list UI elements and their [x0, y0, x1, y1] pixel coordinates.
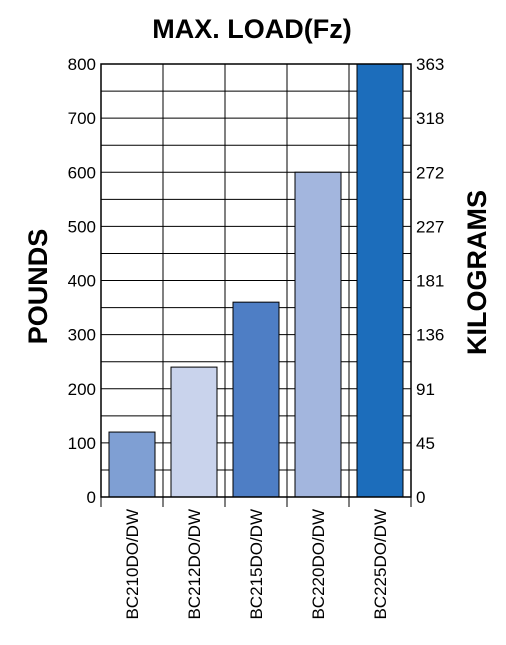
y2-tick-label: 363: [416, 55, 444, 74]
category-label: BC210DO/DW: [123, 509, 142, 620]
y-tick-label: 500: [68, 217, 96, 236]
bar-layer: [108, 63, 404, 498]
category-label: BC215DO/DW: [247, 509, 266, 620]
category-label: BC220DO/DW: [309, 509, 328, 620]
y2-tick-label: 272: [416, 163, 444, 182]
bar-bc210do-dw: [108, 431, 156, 498]
y-tick-label: 800: [68, 55, 96, 74]
tick-layer: 0 100 200 300 400 500 600 700 800 0 45 91 136 181 227 2…: [68, 55, 445, 507]
category-layer: BC210DO/DW BC212DO/DW BC215DO/DW BC220DO/DW…: [123, 509, 390, 620]
bar-bc212do-dw: [170, 366, 218, 498]
y-tick-label: 400: [68, 272, 96, 291]
y-axis-title-pounds: POUNDS: [23, 229, 53, 345]
plot-frame: [100, 63, 412, 498]
y-tick-label: 200: [68, 380, 96, 399]
y2-tick-label: 45: [416, 434, 435, 453]
y-tick-label: 100: [68, 434, 96, 453]
bar-bc215do-dw: [232, 301, 280, 498]
bar-bc220do-dw: [294, 171, 342, 498]
category-label: BC212DO/DW: [185, 509, 204, 620]
category-label: BC225DO/DW: [371, 509, 390, 620]
y2-tick-label: 91: [416, 380, 435, 399]
y-tick-label: 700: [68, 109, 96, 128]
chart-title: MAX. LOAD(Fz): [152, 14, 351, 44]
y2-tick-label: 0: [416, 488, 425, 507]
y-tick-label: 0: [87, 488, 96, 507]
y2-tick-label: 227: [416, 217, 444, 236]
y2-tick-label: 318: [416, 109, 444, 128]
y2-tick-label: 181: [416, 272, 444, 291]
frame-layer: [100, 63, 412, 507]
y-tick-label: 300: [68, 326, 96, 345]
y2-tick-label: 136: [416, 326, 444, 345]
bar-bc225do-dw: [356, 63, 404, 498]
y-tick-label: 600: [68, 163, 96, 182]
y2-axis-title-kilograms: KILOGRAMS: [462, 190, 492, 355]
